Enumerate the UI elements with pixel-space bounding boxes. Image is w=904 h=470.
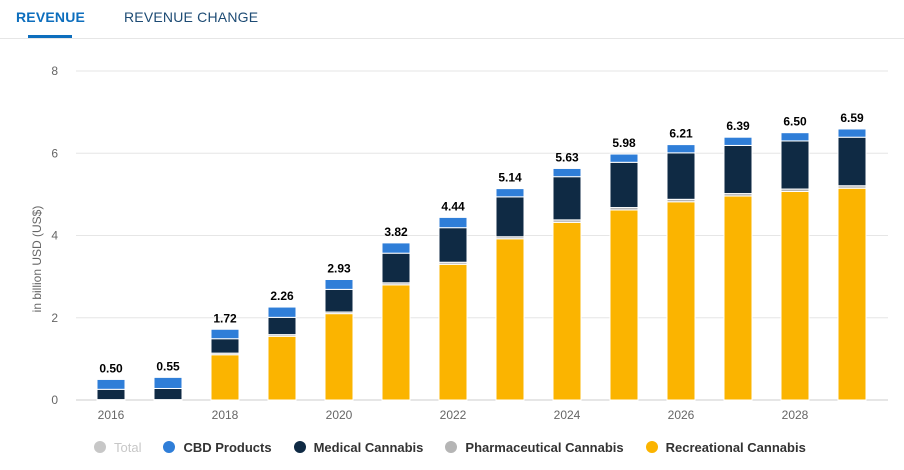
bars [96,128,867,401]
tab-revenue[interactable]: REVENUE [16,9,86,25]
bar-segment-medical[interactable] [837,136,867,187]
y-tick-label: 0 [51,393,58,407]
bar-segment-recreational[interactable] [495,238,525,401]
total-data-label: 2.26 [270,289,294,303]
bar-segment-cbd[interactable] [495,188,525,198]
legend: Total CBD Products Medical Cannabis Phar… [94,438,828,456]
legend-pharma-dot-icon [445,441,458,453]
total-data-label: 6.21 [669,127,693,141]
bar-segment-medical[interactable] [552,176,582,221]
bar-segment-medical[interactable] [96,388,126,401]
x-tick-label: 2016 [98,408,125,422]
bar-segment-recreational[interactable] [381,284,411,401]
bar-segment-recreational[interactable] [267,335,297,401]
total-data-label: 1.72 [213,311,237,325]
y-tick-label: 2 [51,311,58,325]
total-labels: 0.50 0.55 1.72 2.26 2.93 3.82 4.44 5.14 5.63 5.98… [99,111,864,375]
total-data-label: 5.14 [498,171,522,185]
y-axis-title: in billion USD (US$) [30,206,44,313]
bar-segment-medical[interactable] [780,140,810,190]
bar-segment-recreational[interactable] [324,313,354,401]
legend-recreational-label: Recreational Cannabis [665,439,806,455]
legend-item-pharmaceutical-cannabis[interactable]: Pharmaceutical Cannabis [445,439,624,455]
active-tab-indicator [28,35,72,38]
bar-segment-cbd[interactable] [723,136,753,146]
bar-segment-recreational[interactable] [666,201,696,401]
total-data-label: 0.50 [99,361,123,375]
bar-segment-medical[interactable] [495,196,525,238]
bar-segment-medical[interactable] [210,338,240,354]
bar-segment-cbd[interactable] [666,144,696,154]
y-axis-ticks: 0 2 4 6 8 [51,64,58,407]
total-data-label: 6.39 [726,119,750,133]
legend-pharma-label: Pharmaceutical Cannabis [465,439,624,455]
total-data-label: 2.93 [327,262,351,276]
x-tick-label: 2024 [554,408,581,422]
revenue-stacked-bar-chart: 0 2 4 6 8 0.50 0.55 1.72 2.26 2.93 3.82 4.44 5.14 5.… [30,64,888,422]
bar-segment-cbd[interactable] [96,378,126,390]
bar-segment-medical[interactable] [153,387,183,401]
x-axis-ticks: 2016 2018 2020 2022 2024 2026 2028 [98,408,809,422]
legend-medical-dot-icon [293,441,306,453]
bar-segment-recreational[interactable] [723,195,753,401]
legend-item-cbd-products[interactable]: CBD Products [163,439,272,455]
bar-segment-recreational[interactable] [438,263,468,401]
x-tick-label: 2022 [440,408,467,422]
bar-segment-cbd[interactable] [324,279,354,290]
tab-bar: REVENUE REVENUE CHANGE [0,0,904,39]
bar-segment-cbd[interactable] [609,153,639,163]
total-data-label: 4.44 [441,199,465,213]
legend-total-label: Total [114,439,142,455]
bar-segment-recreational[interactable] [609,209,639,401]
total-data-label: 5.98 [612,136,636,150]
grid-lines [76,70,888,401]
legend-item-recreational-cannabis[interactable]: Recreational Cannabis [645,439,806,455]
bar-segment-cbd[interactable] [210,328,240,340]
bar-segment-medical[interactable] [723,144,753,195]
x-tick-label: 2018 [212,408,239,422]
bar-segment-medical[interactable] [609,161,639,209]
bar-segment-recreational[interactable] [780,190,810,401]
legend-recreational-dot-icon [645,441,658,453]
bar-segment-cbd[interactable] [153,376,183,389]
legend-cbd-label: CBD Products [183,439,272,455]
total-data-label: 3.82 [384,225,408,239]
bar-segment-medical[interactable] [267,316,297,336]
bar-segment-cbd[interactable] [381,242,411,254]
chart-area: 0 2 4 6 8 0.50 0.55 1.72 2.26 2.93 3.82 4.44 5.14 5.… [0,39,904,470]
bar-segment-cbd[interactable] [438,216,468,229]
y-tick-label: 6 [51,146,58,160]
total-data-label: 5.63 [555,150,579,164]
bar-segment-medical[interactable] [381,252,411,284]
total-data-label: 6.59 [840,111,864,125]
bar-segment-medical[interactable] [438,227,468,263]
bar-segment-cbd[interactable] [552,167,582,178]
bar-segment-recreational[interactable] [210,354,240,401]
bar-segment-medical[interactable] [324,288,354,313]
x-tick-label: 2026 [668,408,695,422]
bar-segment-medical[interactable] [666,152,696,200]
bar-segment-cbd[interactable] [837,128,867,138]
total-data-label: 6.50 [783,115,807,129]
tab-revenue-change[interactable]: REVENUE CHANGE [124,9,259,25]
bar-segment-cbd[interactable] [780,132,810,142]
total-data-label: 0.55 [156,359,180,373]
x-tick-label: 2028 [782,408,809,422]
legend-medical-label: Medical Cannabis [313,439,424,455]
y-tick-label: 8 [51,64,58,78]
bar-segment-recreational[interactable] [837,187,867,401]
bar-segment-cbd[interactable] [267,306,297,318]
y-tick-label: 4 [51,229,58,243]
legend-total-dot-icon [94,441,106,453]
legend-item-medical-cannabis[interactable]: Medical Cannabis [293,439,424,455]
legend-cbd-dot-icon [163,441,176,453]
legend-item-total[interactable]: Total [94,440,141,455]
bar-segment-recreational[interactable] [552,221,582,401]
x-tick-label: 2020 [326,408,353,422]
